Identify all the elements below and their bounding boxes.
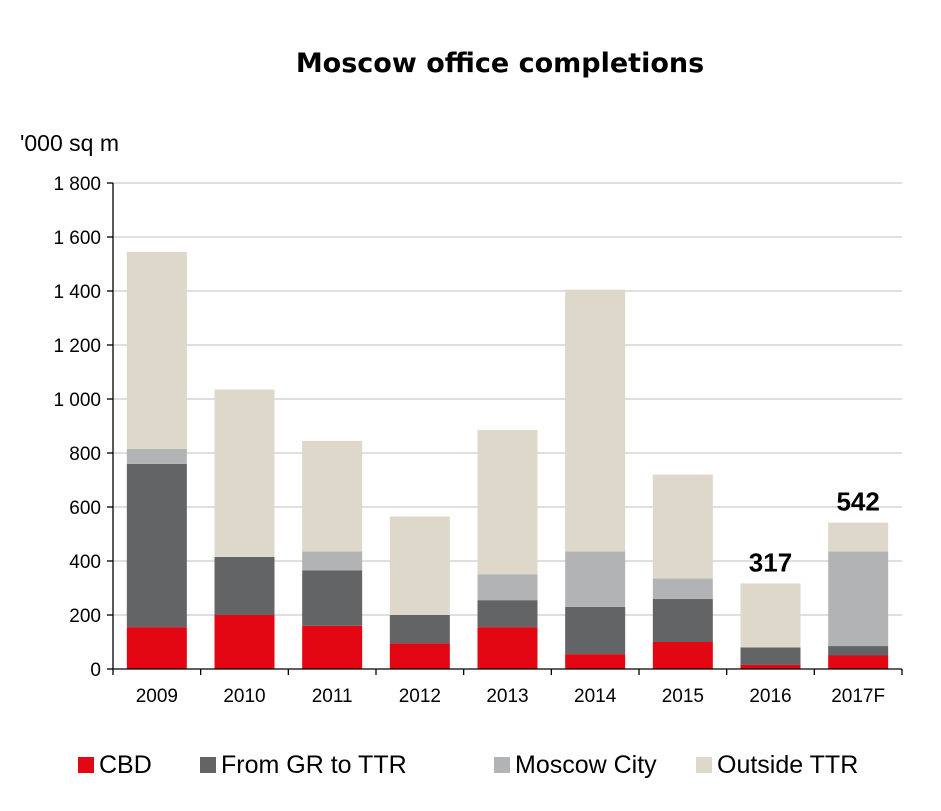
bar-segment xyxy=(565,606,626,655)
legend-item: Outside TTR xyxy=(696,751,858,779)
legend-label: From GR to TTR xyxy=(221,751,407,779)
y-axis-ticks: 0 200 400 600 800 1 000 1 200 1 400 1 600 1 800 xyxy=(53,174,113,681)
x-tick-label: 2016 xyxy=(749,686,791,707)
legend: CBD From GR to TTR Moscow City Outside TTR xyxy=(78,751,858,779)
bar-segment xyxy=(302,570,363,626)
bar-segment xyxy=(828,655,889,669)
legend-swatch xyxy=(696,757,712,773)
legend-label: Outside TTR xyxy=(717,751,858,779)
bar-segment xyxy=(652,474,713,579)
y-tick-label: 1 000 xyxy=(53,390,101,411)
legend-item: CBD xyxy=(78,751,152,779)
y-tick-label: 1 200 xyxy=(53,336,101,357)
y-tick-label: 600 xyxy=(69,498,101,519)
x-tick-label: 2013 xyxy=(486,686,528,707)
y-axis-unit-label: '000 sq m xyxy=(20,130,119,156)
legend-swatch xyxy=(494,757,510,773)
x-tick-label: 2017F xyxy=(831,686,885,707)
bars xyxy=(126,251,889,669)
legend-label: CBD xyxy=(99,751,152,779)
bar-segment xyxy=(740,583,801,648)
legend-label: Moscow City xyxy=(515,751,657,779)
bar-segment xyxy=(565,654,626,669)
bar-segment xyxy=(214,615,275,669)
bar-segment xyxy=(828,522,889,552)
bar-segment xyxy=(652,642,713,669)
bar-segment xyxy=(389,516,450,615)
bar-segment xyxy=(302,551,363,571)
bar-segment xyxy=(389,643,450,669)
bar-segment xyxy=(652,598,713,642)
bar-segment xyxy=(302,625,363,669)
total-annotations: 317 542 xyxy=(749,487,880,578)
bar-segment xyxy=(477,627,538,669)
bar-segment xyxy=(126,463,187,628)
x-tick-label: 2012 xyxy=(399,686,441,707)
y-tick-label: 800 xyxy=(69,444,101,465)
bar-segment xyxy=(477,600,538,628)
y-tick-label: 1 600 xyxy=(53,228,101,249)
x-tick-label: 2015 xyxy=(662,686,704,707)
legend-item: Moscow City xyxy=(494,751,657,779)
y-tick-label: 1 400 xyxy=(53,282,101,303)
bar-segment xyxy=(214,389,275,557)
x-axis-labels: 2009 2010 2011 2012 2013 2014 2015 2016 2017F xyxy=(136,686,885,707)
bar-segment xyxy=(477,430,538,575)
legend-item: From GR to TTR xyxy=(200,751,407,779)
total-label: 317 xyxy=(749,547,792,577)
x-tick-label: 2014 xyxy=(574,686,617,707)
bar-segment xyxy=(126,627,187,669)
bar-segment xyxy=(740,664,801,669)
bar-segment xyxy=(477,574,538,601)
bar-segment xyxy=(565,551,626,607)
bar-segment xyxy=(302,440,363,552)
y-tick-label: 400 xyxy=(69,552,101,573)
y-tick-label: 0 xyxy=(90,660,101,681)
y-tick-label: 1 800 xyxy=(53,174,101,195)
bar-segment xyxy=(214,556,275,615)
axes xyxy=(112,183,903,675)
legend-swatch xyxy=(200,757,216,773)
bar-segment xyxy=(126,251,187,449)
chart-title: Moscow office completions xyxy=(296,48,704,79)
legend-swatch xyxy=(78,757,94,773)
bar-segment xyxy=(389,615,450,644)
x-tick-label: 2009 xyxy=(136,686,178,707)
x-tick-label: 2010 xyxy=(223,686,265,707)
bar-segment xyxy=(652,578,713,599)
x-tick-label: 2011 xyxy=(312,686,353,707)
bar-segment xyxy=(828,646,889,656)
bar-segment xyxy=(740,647,801,665)
y-tick-label: 200 xyxy=(69,606,101,627)
bar-segment xyxy=(126,448,187,464)
bar-segment xyxy=(828,551,889,647)
total-label: 542 xyxy=(836,487,879,517)
bar-segment xyxy=(565,289,626,552)
